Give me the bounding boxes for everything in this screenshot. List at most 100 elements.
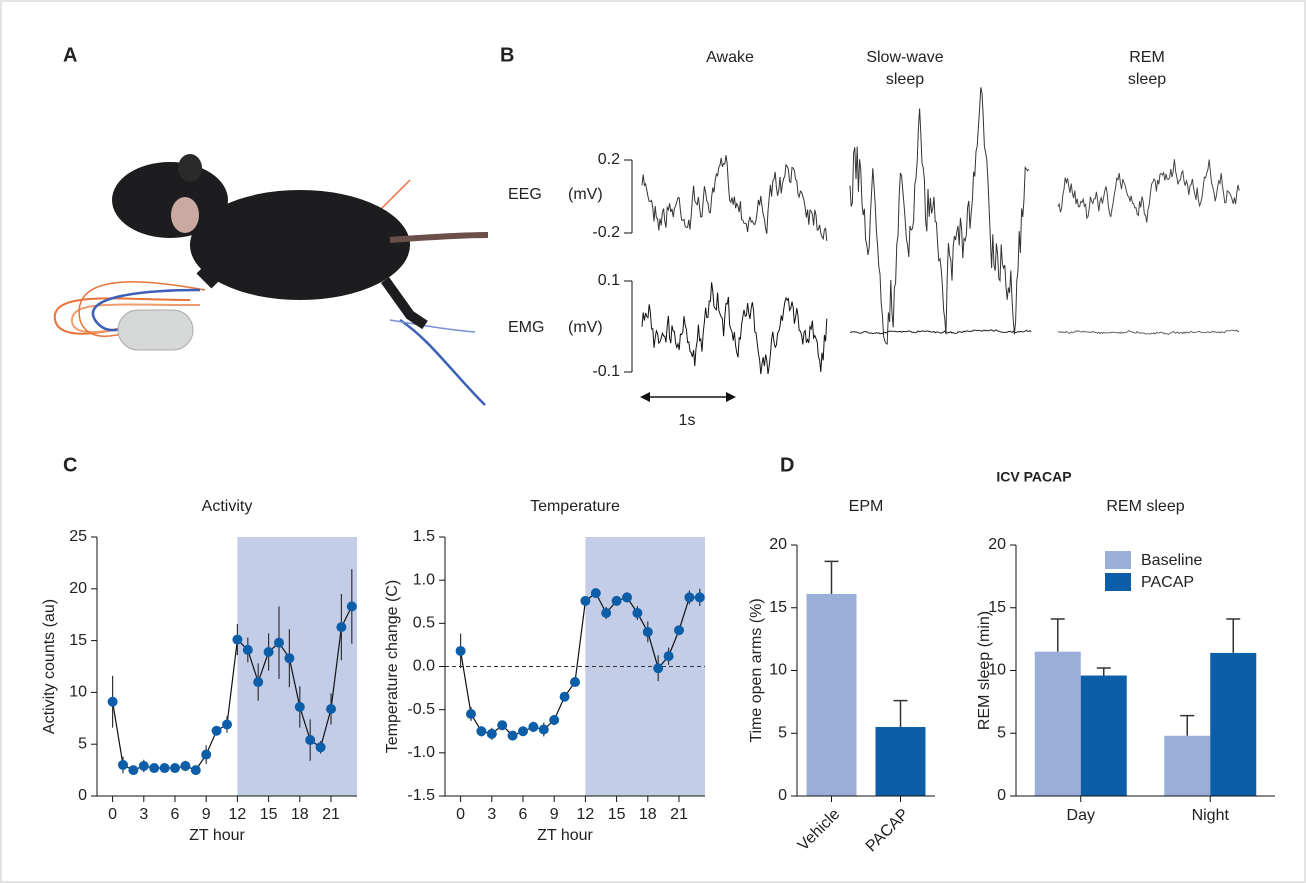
tick-label: -0.1 — [592, 363, 620, 380]
data-point — [590, 588, 601, 599]
x-tick-label: 18 — [639, 806, 657, 823]
data-point — [201, 749, 212, 760]
y-tick-label: 15 — [988, 599, 1006, 616]
y-tick-label: 5 — [78, 735, 87, 752]
x-tick-label: 0 — [108, 806, 117, 823]
chart-title: EPM — [849, 498, 884, 515]
y-tick-label: 20 — [769, 536, 787, 553]
data-point — [253, 677, 264, 688]
y-tick-label: 25 — [69, 528, 87, 545]
x-axis-label: ZT hour — [189, 827, 245, 844]
data-point — [138, 760, 149, 771]
data-point — [159, 763, 170, 774]
tick-label: -0.2 — [592, 224, 620, 241]
x-tick-label: Night — [1192, 807, 1230, 824]
data-point — [622, 592, 632, 603]
data-point — [684, 592, 695, 603]
panel-label: A — [63, 44, 77, 66]
state-label: Awake — [706, 49, 754, 66]
signal-trace — [849, 329, 1032, 335]
x-axis-label: ZT hour — [537, 827, 593, 844]
data-point — [632, 607, 643, 618]
error-bar — [893, 699, 908, 727]
state-label: Slow-wave — [866, 49, 943, 66]
data-point — [170, 763, 180, 774]
signal-trace — [641, 155, 828, 241]
data-point — [476, 726, 487, 737]
x-tick-label: 21 — [322, 806, 340, 823]
data-point — [528, 721, 539, 732]
data-point — [190, 765, 201, 776]
time-scale-bar — [640, 392, 736, 402]
legend-swatch — [1105, 551, 1131, 569]
signal-trace — [849, 87, 1030, 345]
y-tick-label: 15 — [769, 599, 787, 616]
night-shade — [237, 537, 357, 796]
bar — [806, 593, 857, 796]
bar — [1034, 651, 1081, 796]
data-point — [211, 725, 222, 736]
error-bar — [1226, 618, 1241, 653]
y-tick-label: 15 — [69, 632, 87, 649]
x-tick-label: 21 — [670, 806, 688, 823]
data-point — [149, 763, 160, 774]
y-tick-label: 20 — [988, 536, 1006, 553]
x-tick-label: 9 — [202, 806, 211, 823]
data-point — [128, 765, 139, 776]
y-tick-label: -1.0 — [407, 744, 435, 761]
y-axis-label: Temperature change (C) — [384, 580, 401, 753]
data-point — [118, 759, 128, 770]
panel-label: C — [63, 454, 77, 476]
x-tick-label: 6 — [519, 806, 528, 823]
y-tick-label: 1.0 — [413, 571, 435, 588]
data-point — [305, 735, 316, 746]
panel-d-title: ICV PACAP — [996, 469, 1071, 485]
data-point — [486, 728, 497, 739]
y-axis-label: REM sleep (min) — [976, 611, 993, 730]
data-point — [653, 663, 664, 674]
data-point — [274, 637, 284, 648]
data-point — [232, 634, 243, 645]
data-point — [180, 760, 191, 771]
data-point — [315, 742, 326, 753]
bar — [1210, 652, 1257, 796]
y-tick-label: 10 — [988, 662, 1006, 679]
x-tick-label: 0 — [456, 806, 465, 823]
x-tick-label: 6 — [171, 806, 180, 823]
y-axis-label: Time open arms (%) — [748, 598, 765, 742]
x-tick-label: 18 — [291, 806, 309, 823]
x-tick-label: Day — [1067, 807, 1095, 824]
state-label: sleep — [886, 71, 924, 88]
y-tick-label: 5 — [997, 724, 1006, 741]
error-bar — [1180, 714, 1195, 736]
data-point — [107, 696, 118, 707]
signal-trace — [641, 282, 828, 375]
x-tick-label: 3 — [487, 806, 496, 823]
state-label: REM — [1129, 49, 1165, 66]
panel-label: B — [500, 44, 514, 66]
error-bar — [1050, 618, 1065, 652]
x-tick-label: 15 — [608, 806, 626, 823]
data-point — [580, 595, 591, 606]
night-shade — [585, 537, 705, 796]
y-tick-label: 20 — [69, 580, 87, 597]
data-point — [336, 622, 347, 633]
y-tick-label: 5 — [778, 724, 787, 741]
data-point — [346, 601, 357, 612]
data-point — [497, 720, 508, 731]
legend-swatch — [1105, 573, 1131, 591]
data-point — [549, 715, 560, 726]
signal-unit: (mV) — [568, 186, 603, 203]
data-point — [242, 644, 253, 655]
y-tick-label: -0.5 — [407, 701, 435, 718]
data-point — [611, 595, 622, 606]
y-tick-label: 10 — [69, 684, 87, 701]
y-axis-label: Activity counts (au) — [41, 599, 58, 734]
bar — [875, 726, 926, 796]
data-point — [538, 724, 549, 735]
tick-label: 0.2 — [598, 151, 620, 168]
tick-label: 0.1 — [598, 272, 620, 289]
signal-trace — [1057, 159, 1240, 223]
